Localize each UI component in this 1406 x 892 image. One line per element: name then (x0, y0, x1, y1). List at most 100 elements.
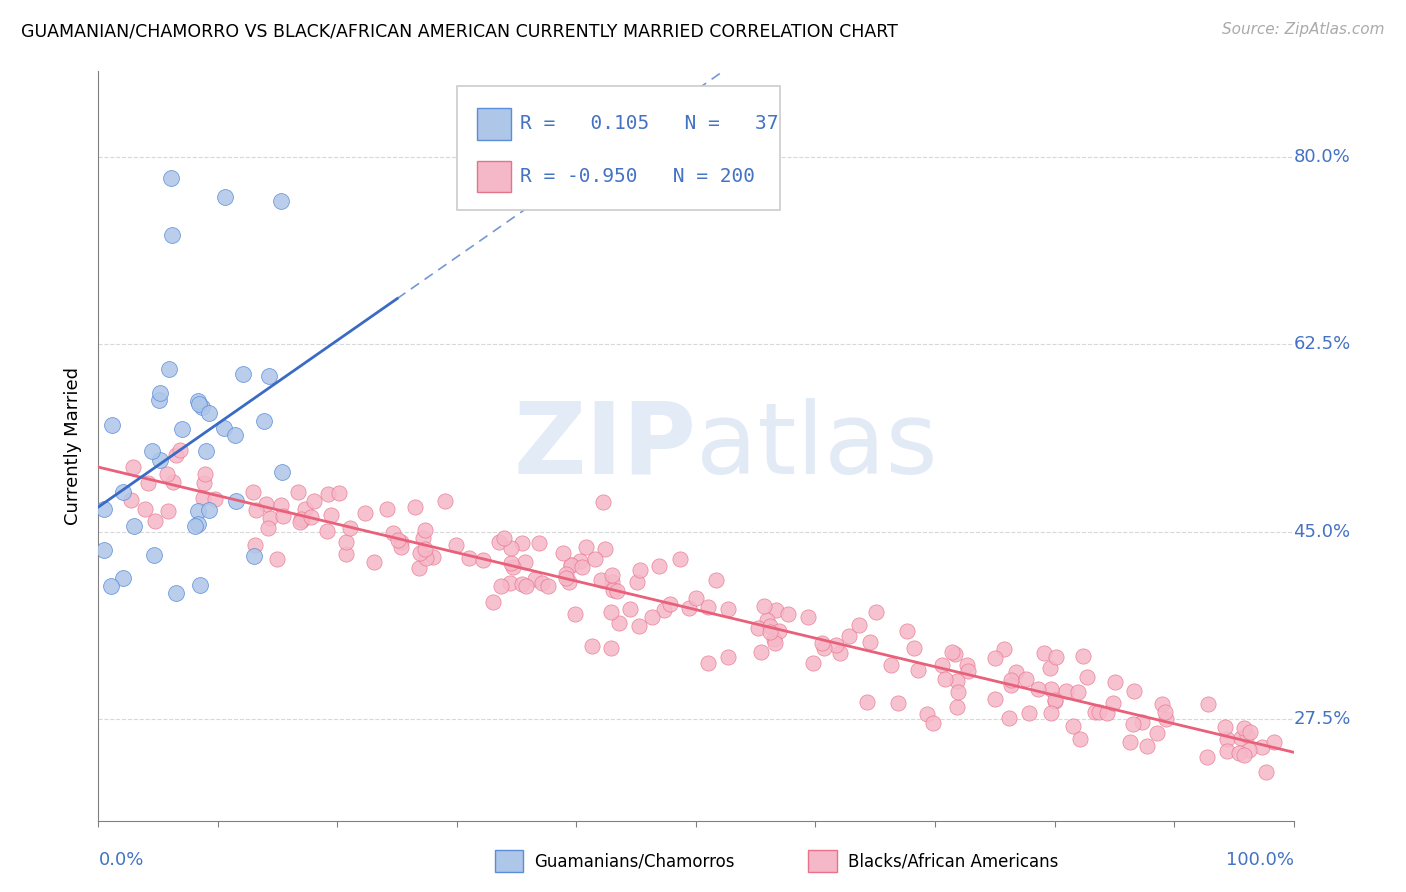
Point (685, 591, 707, 605)
Point (717, 602, 740, 616)
Point (1039, 682, 1062, 697)
Point (1045, 650, 1067, 665)
Point (756, 613, 779, 627)
Point (270, 498, 292, 512)
Point (1136, 739, 1159, 753)
Point (1227, 746, 1250, 760)
Point (600, 568, 623, 582)
Point (422, 549, 444, 564)
Point (458, 550, 481, 565)
Point (606, 583, 628, 598)
Point (204, 491, 226, 506)
Point (1000, 673, 1022, 687)
Point (492, 532, 515, 546)
Point (696, 656, 718, 670)
Point (1005, 665, 1028, 679)
Point (811, 636, 834, 650)
Point (212, 421, 235, 435)
Point (111, 484, 134, 499)
Point (652, 602, 675, 616)
Point (100, 579, 122, 593)
Point (1213, 720, 1236, 734)
Point (1043, 694, 1066, 708)
Point (225, 494, 247, 508)
Point (1084, 705, 1107, 719)
Point (554, 566, 576, 581)
Point (257, 368, 280, 383)
Point (758, 619, 780, 633)
Point (765, 603, 787, 617)
Point (762, 632, 785, 646)
Point (187, 516, 209, 531)
Point (124, 519, 146, 533)
Text: R =   0.105   N =   37: R = 0.105 N = 37 (520, 114, 779, 133)
Point (513, 555, 536, 569)
Point (391, 535, 413, 549)
Point (316, 524, 339, 538)
Point (599, 605, 621, 619)
Point (763, 635, 786, 649)
Point (945, 673, 967, 688)
Bar (477, 108, 510, 139)
Point (141, 443, 163, 458)
Point (848, 617, 870, 632)
Point (290, 511, 312, 525)
Point (946, 685, 969, 699)
Point (387, 533, 409, 548)
Point (1233, 747, 1256, 762)
Point (472, 553, 495, 567)
Point (1104, 674, 1126, 689)
Point (224, 427, 246, 442)
Point (499, 556, 522, 570)
Point (1153, 705, 1175, 719)
Point (759, 625, 782, 640)
Point (491, 579, 513, 593)
Point (704, 573, 727, 587)
Text: 0.0%: 0.0% (98, 851, 143, 869)
Text: 27.5%: 27.5% (1294, 710, 1351, 728)
Point (801, 656, 824, 670)
Point (856, 694, 879, 708)
Point (1088, 705, 1111, 719)
Point (838, 629, 860, 643)
Point (887, 696, 910, 710)
Bar (495, 850, 523, 872)
Point (193, 475, 215, 490)
Point (1062, 719, 1084, 733)
Point (1216, 732, 1239, 747)
Point (381, 525, 404, 540)
Point (170, 422, 193, 436)
Point (404, 500, 426, 514)
Point (602, 582, 624, 597)
Point (159, 362, 181, 376)
Text: atlas: atlas (696, 398, 938, 494)
Point (186, 393, 208, 408)
Point (524, 572, 547, 586)
Point (593, 541, 616, 556)
Point (169, 443, 191, 458)
Point (502, 560, 524, 574)
Point (434, 494, 457, 508)
Point (717, 650, 740, 665)
Point (444, 538, 467, 552)
Point (751, 644, 773, 658)
Text: 62.5%: 62.5% (1294, 335, 1351, 353)
Point (592, 495, 614, 509)
Point (302, 493, 325, 508)
Point (111, 571, 134, 585)
Point (626, 574, 648, 589)
Point (555, 571, 578, 585)
Point (1014, 672, 1036, 686)
Point (669, 552, 692, 566)
Point (1054, 683, 1077, 698)
Point (294, 502, 316, 516)
Point (149, 385, 172, 400)
Point (880, 657, 903, 672)
Point (529, 536, 551, 550)
Point (259, 511, 281, 525)
Point (287, 485, 309, 500)
Point (188, 578, 211, 592)
Point (148, 393, 170, 408)
Point (658, 597, 681, 611)
Point (560, 558, 582, 573)
